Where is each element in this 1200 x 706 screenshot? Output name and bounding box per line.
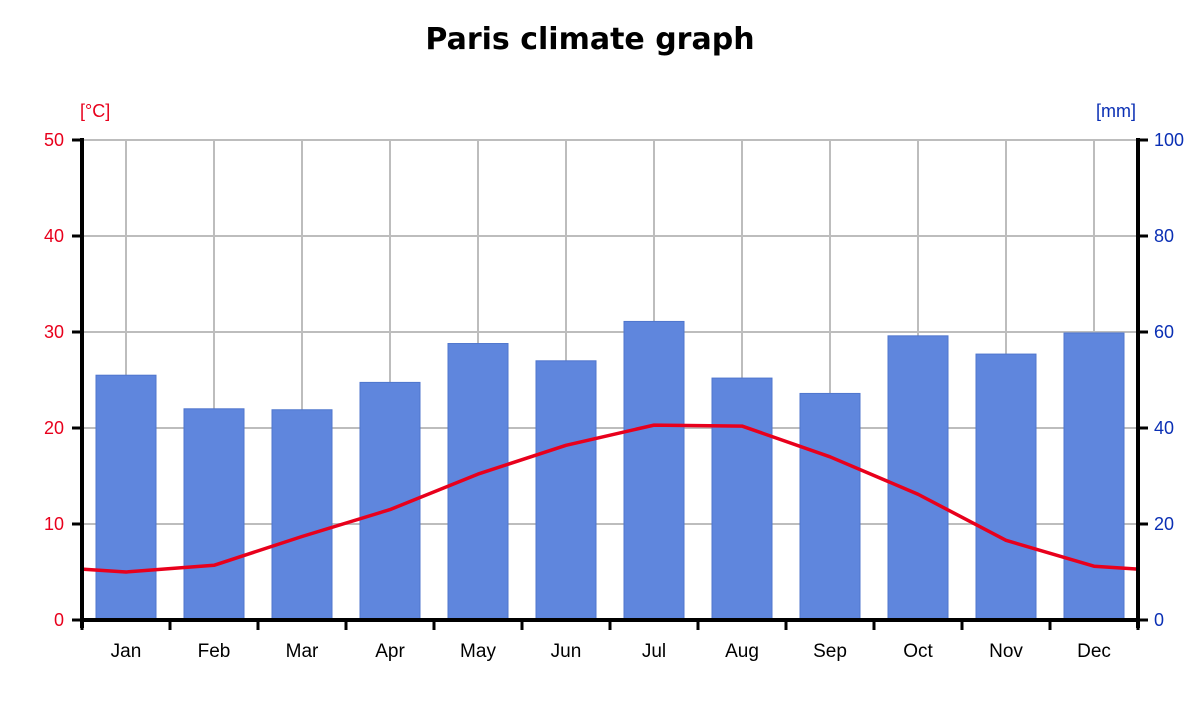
x-tick-label-jun: Jun — [551, 641, 582, 662]
x-tick-label-aug: Aug — [725, 641, 759, 662]
x-tick-label-feb: Feb — [198, 641, 231, 662]
x-tick-label-jan: Jan — [111, 641, 142, 662]
x-tick-label-nov: Nov — [989, 641, 1023, 662]
right-tick-label: 20 — [1154, 514, 1174, 534]
x-tick-label-dec: Dec — [1077, 641, 1111, 662]
bar-jan — [95, 374, 157, 621]
left-tick-label: 10 — [44, 514, 64, 534]
chart-title: Paris climate graph — [425, 22, 755, 57]
bar-nov — [975, 353, 1037, 621]
precipitation-bars — [95, 320, 1125, 621]
left-tick-label: 0 — [54, 610, 64, 630]
bar-feb — [183, 408, 245, 621]
x-tick-label-apr: Apr — [375, 641, 405, 662]
bar-jun — [535, 360, 597, 621]
right-tick-label: 60 — [1154, 322, 1174, 342]
bar-sep — [799, 392, 861, 621]
temperature-line — [81, 423, 1139, 574]
left-tick-label: 30 — [44, 322, 64, 342]
bar-aug — [711, 377, 773, 621]
bar-oct — [887, 335, 949, 621]
right-tick-label: 40 — [1154, 418, 1174, 438]
x-tick-label-jul: Jul — [642, 641, 666, 662]
x-tick-label-sep: Sep — [813, 641, 847, 662]
bar-jul — [623, 320, 685, 621]
tick-labels: 0 10 20 30 40 50 0 20 40 60 80 100 Jan Feb Mar Apr May Ju… — [44, 101, 1184, 662]
x-tick-label-mar: Mar — [286, 641, 319, 662]
right-tick-label: 80 — [1154, 226, 1174, 246]
left-tick-label: 40 — [44, 226, 64, 246]
x-tick-label-may: May — [460, 641, 496, 662]
right-unit-label: [mm] — [1096, 101, 1136, 121]
left-unit-label: [°C] — [80, 101, 110, 121]
bar-mar — [271, 409, 333, 621]
left-tick-label: 20 — [44, 418, 64, 438]
right-tick-label: 100 — [1154, 130, 1184, 150]
axes — [72, 138, 1148, 630]
bar-dec — [1063, 332, 1125, 621]
right-tick-label: 0 — [1154, 610, 1164, 630]
left-tick-label: 50 — [44, 130, 64, 150]
x-tick-label-oct: Oct — [903, 641, 933, 662]
temperature-polyline — [81, 423, 1139, 574]
